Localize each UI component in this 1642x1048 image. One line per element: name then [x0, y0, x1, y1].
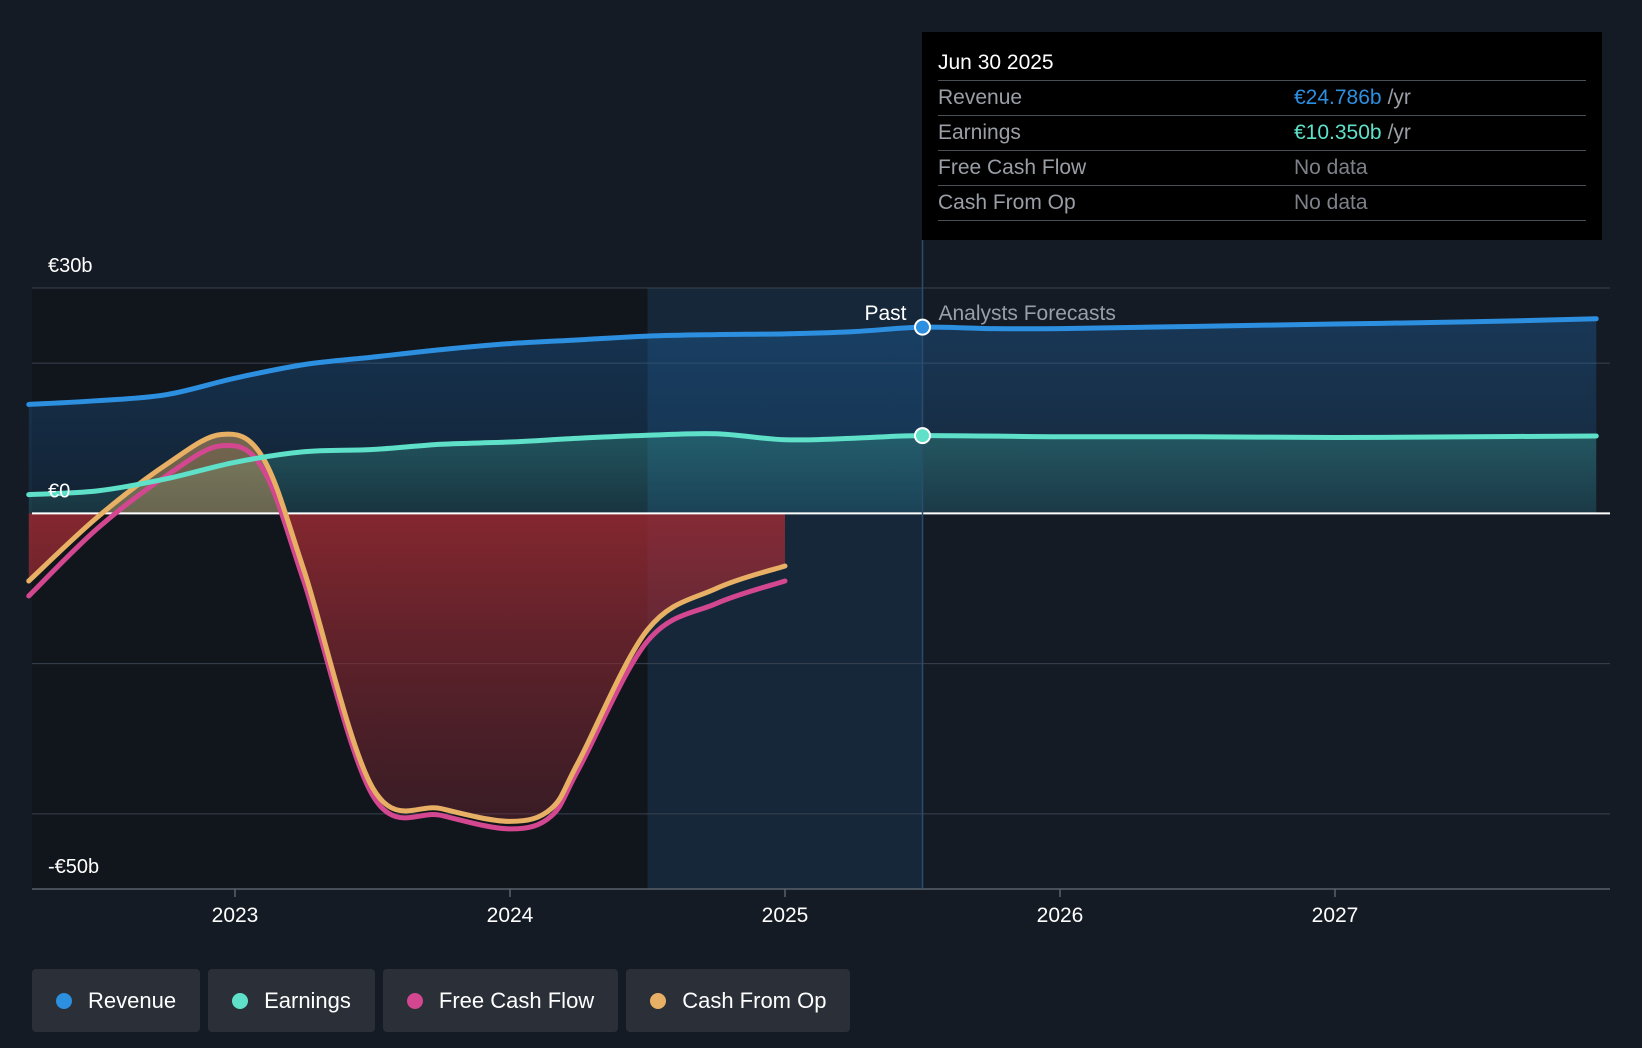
legend-item-earnings[interactable]: Earnings [208, 969, 375, 1032]
tooltip-label: Cash From Op [938, 191, 1076, 214]
legend-item-revenue[interactable]: Revenue [32, 969, 201, 1032]
legend-label: Earnings [264, 987, 351, 1013]
tooltip-value: No data [1294, 191, 1368, 214]
tooltip-value: €24.786b [1294, 86, 1382, 109]
cash-flow-positive-area [28, 434, 785, 514]
cash-flow-negative-area [28, 513, 785, 822]
free-cash-flow-line [26, 442, 788, 832]
legend-item-free-cash-flow[interactable]: Free Cash Flow [382, 969, 619, 1032]
legend: Revenue Earnings Free Cash Flow Cash Fro… [32, 969, 851, 1032]
tooltip-row-earnings: Earnings €10.350b /yr [938, 115, 1586, 150]
x-tick-label: 2024 [487, 904, 534, 927]
earnings-line [26, 431, 1599, 498]
tooltip-label: Free Cash Flow [938, 156, 1087, 179]
free-cash-flow-dot-icon [406, 992, 423, 1009]
tooltip-row-cfo: Cash From Op No data [938, 185, 1586, 221]
tooltip-value: €10.350b [1294, 121, 1382, 144]
revenue-marker [914, 318, 931, 336]
earnings-dot-icon [232, 992, 249, 1009]
forecast-label: Analysts Forecasts [939, 302, 1116, 325]
cash-from-op-line [26, 431, 788, 824]
tooltip-unit: /yr [1387, 121, 1411, 144]
legend-label: Revenue [88, 987, 177, 1013]
revenue-dot-icon [56, 992, 72, 1009]
cash-from-op-dot-icon [650, 992, 667, 1009]
revenue-line [26, 316, 1599, 407]
legend-item-cash-from-op[interactable]: Cash From Op [626, 969, 851, 1032]
x-tick-label: 2025 [762, 904, 809, 927]
tooltip-unit: /yr [1387, 86, 1411, 109]
y-tick-label: €0 [48, 480, 70, 502]
tooltip-panel: Jun 30 2025 Revenue €24.786b /yr Earning… [922, 32, 1602, 240]
earnings-area [28, 433, 1597, 514]
x-tick-label: 2027 [1312, 904, 1359, 927]
tooltip-date: Jun 30 2025 [938, 51, 1054, 74]
tooltip-label: Earnings [938, 121, 1021, 144]
x-tick-label: 2026 [1037, 904, 1084, 927]
legend-label: Cash From Op [682, 987, 827, 1013]
legend-label: Free Cash Flow [438, 987, 595, 1013]
past-label: Past [864, 302, 906, 325]
x-tick-label: 2023 [212, 904, 259, 927]
tooltip-row-fcf: Free Cash Flow No data [938, 150, 1586, 185]
y-tick-label: €30b [48, 255, 93, 277]
y-tick-label: -€50b [48, 856, 99, 878]
tooltip-value: No data [1294, 156, 1368, 179]
tooltip-row-revenue: Revenue €24.786b /yr [938, 80, 1586, 115]
earnings-marker [914, 427, 931, 445]
tooltip-label: Revenue [938, 86, 1023, 109]
